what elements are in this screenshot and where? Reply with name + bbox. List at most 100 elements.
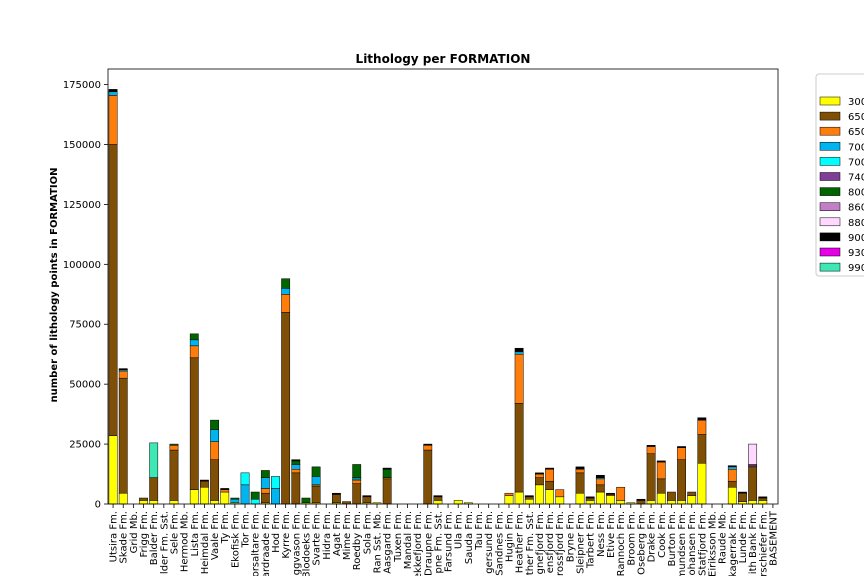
bar-segment bbox=[646, 446, 656, 454]
x-tick-label: erschiefer Fm. bbox=[758, 511, 769, 576]
bar-segment bbox=[291, 472, 301, 505]
x-tick-label: Heather Fm. bbox=[515, 511, 526, 573]
bar-segment bbox=[149, 442, 159, 478]
bar-segment bbox=[352, 479, 362, 484]
y-tick-label: 125000 bbox=[63, 200, 101, 211]
x-tick-label: Hermod Mb. bbox=[180, 511, 191, 572]
bar-segment bbox=[738, 492, 747, 502]
bar-segment bbox=[555, 496, 565, 505]
x-tick-label: orsaltare Fm. bbox=[251, 511, 262, 576]
x-tick-label: Mandal Fm. bbox=[403, 511, 414, 569]
x-tick-label: BASEMENT bbox=[768, 510, 779, 566]
bar-segment bbox=[677, 447, 686, 460]
bar-segment bbox=[169, 500, 179, 505]
legend-swatch bbox=[819, 217, 841, 227]
bar-segment bbox=[189, 357, 199, 490]
bar-segment bbox=[332, 492, 341, 495]
bar-segment bbox=[575, 472, 585, 494]
plot-border bbox=[107, 68, 779, 505]
bar-segment bbox=[656, 461, 666, 480]
x-tick-label: Mime Fm. bbox=[342, 511, 353, 560]
bar-segment bbox=[220, 489, 230, 493]
bar-segment bbox=[281, 278, 291, 289]
x-tick-label: Drake Fm. bbox=[647, 511, 658, 562]
bar-segment bbox=[585, 500, 595, 505]
x-tick-label: Lista Fm. bbox=[190, 511, 201, 556]
bar-segment bbox=[545, 467, 554, 470]
x-tick-label: Roedby Fm. bbox=[352, 511, 363, 570]
bar-segment bbox=[748, 443, 758, 465]
x-tick-label: Broom Fm. bbox=[626, 511, 637, 566]
x-tick-label: Sola Fm. bbox=[362, 511, 373, 554]
legend-swatch bbox=[819, 247, 841, 257]
bar-segment bbox=[514, 491, 524, 505]
bar-segment bbox=[524, 495, 534, 498]
x-axis-ticks: Utsira Fm. Skade Fm. Grid Mb. Frigg Fm. Bald… bbox=[109, 504, 779, 576]
bar-segment bbox=[189, 333, 199, 341]
bar-segment bbox=[727, 466, 737, 470]
x-tick-label: Sleipner Fm. bbox=[576, 511, 587, 574]
bar-segment bbox=[524, 498, 534, 505]
bar-segment bbox=[291, 460, 301, 465]
y-axis-ticks: 0 25000 50000 75000 100000 125000 150000 175000 bbox=[63, 80, 108, 511]
bar-segment bbox=[687, 495, 697, 505]
legend-label: 880 bbox=[848, 218, 864, 229]
x-tick-label: Lunde Fm. bbox=[738, 511, 749, 563]
bar-segment bbox=[677, 446, 686, 448]
x-tick-label: ith Bank Fm. bbox=[748, 511, 759, 574]
bar-segment bbox=[697, 463, 707, 505]
legend-label: 990 bbox=[848, 263, 864, 274]
legend-label: 930 bbox=[848, 248, 864, 259]
x-tick-label: Skade Fm. bbox=[119, 511, 130, 563]
bar-segment bbox=[616, 486, 626, 501]
bar-layer bbox=[108, 89, 768, 505]
bar-segment bbox=[230, 498, 240, 504]
bar-segment bbox=[311, 476, 321, 486]
bar-segment bbox=[352, 483, 362, 505]
x-tick-label: Oseberg Fm. bbox=[636, 511, 647, 575]
y-axis-label: number of lithology points in FORMATION bbox=[49, 168, 60, 403]
bar-segment bbox=[291, 464, 301, 470]
x-tick-label: pne Fm. Sst. bbox=[433, 511, 444, 574]
bar-segment bbox=[169, 443, 179, 446]
bar-segment bbox=[382, 467, 392, 470]
x-tick-label: Hidra Fm. bbox=[322, 511, 333, 560]
bar-segment bbox=[433, 495, 443, 498]
bar-segment bbox=[616, 500, 626, 505]
x-tick-label: Kyrre Fm. bbox=[281, 511, 292, 559]
bar-segment bbox=[281, 294, 291, 313]
bar-segment bbox=[382, 469, 392, 478]
bar-segment bbox=[108, 435, 118, 505]
bar-segment bbox=[656, 478, 666, 494]
bar-segment bbox=[108, 91, 118, 96]
bar-segment bbox=[291, 459, 301, 462]
bar-segment bbox=[200, 480, 209, 488]
y-tick-label: 25000 bbox=[69, 440, 101, 451]
bar-segment bbox=[636, 498, 646, 501]
x-tick-label: Hod Fm. bbox=[271, 511, 282, 553]
bar-segment bbox=[200, 486, 209, 505]
x-tick-label: Ekofisk Fm. bbox=[230, 511, 241, 568]
legend-swatch bbox=[819, 157, 841, 166]
plot-area bbox=[108, 69, 778, 504]
x-tick-label: Svarte Fm. bbox=[312, 511, 323, 565]
legend-label: 860 bbox=[848, 203, 864, 214]
legend-swatch bbox=[819, 187, 841, 196]
bar-segment bbox=[220, 488, 230, 490]
x-tick-label: Tarbert Fm. bbox=[586, 511, 597, 569]
x-tick-label: Utsira Fm. bbox=[109, 511, 120, 562]
x-tick-label: Agat Fm. bbox=[332, 511, 343, 556]
legend-label: 700 bbox=[848, 142, 864, 153]
x-tick-label: krossfjord Fm. bbox=[555, 511, 566, 576]
bar-segment bbox=[545, 480, 554, 490]
bar-segment bbox=[260, 470, 270, 478]
bar-segment bbox=[210, 441, 219, 460]
y-tick-label: 150000 bbox=[63, 140, 101, 151]
x-tick-label: Johansen Fm. bbox=[687, 511, 698, 576]
x-tick-label: Vaale Fm. bbox=[210, 511, 221, 560]
bar-segment bbox=[727, 465, 737, 468]
x-tick-label: Ty Fm. bbox=[220, 511, 231, 544]
bar-segment bbox=[585, 497, 595, 501]
bar-segment bbox=[352, 464, 362, 478]
x-tick-label: Hugin Fm. bbox=[504, 511, 515, 562]
